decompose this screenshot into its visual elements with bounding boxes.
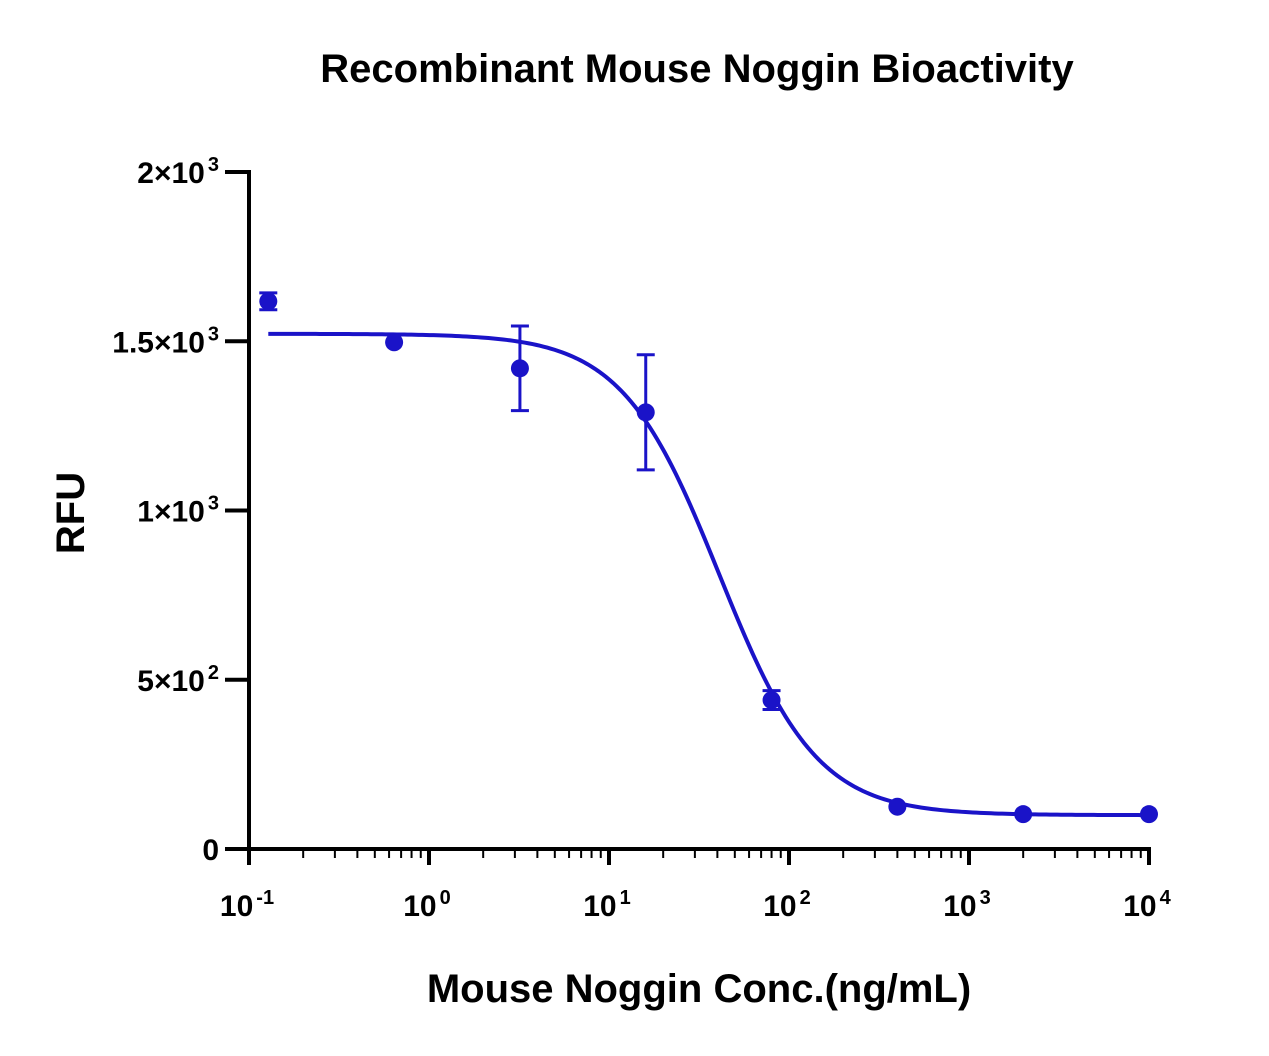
data-point [636,403,655,422]
y-tick-label: 5×10 2 [137,662,219,698]
x-tick-label: 10 4 [1123,887,1171,923]
data-point [1014,805,1033,824]
data-points-layer [259,291,1158,824]
y-tick-label: 0 [202,834,219,867]
x-tick-label: 10 3 [943,887,991,923]
y-tick-label: 1×10 3 [137,493,219,529]
axes: 10 -1 10 0 10 1 10 2 10 3 10 4 0 5×10 2 1×10 3 1.5×10 3 2×1… [112,154,1171,923]
y-axis-title: RFU [49,472,93,554]
x-tick-label: 10 0 [403,887,451,923]
fit-curve [268,331,1150,818]
x-tick-label: 10 2 [763,887,811,923]
data-point [385,333,404,352]
x-tick-label: 10 -1 [220,887,274,923]
y-tick-label: 1.5×10 3 [112,323,219,359]
data-point [762,691,781,710]
y-tick-label: 2×10 3 [137,154,219,190]
fit-curve-layer [268,331,1150,818]
data-point [510,359,529,378]
chart-title: Recombinant Mouse Noggin Bioactivity [320,47,1074,91]
x-axis-title: Mouse Noggin Conc.(ng/mL) [427,967,971,1011]
data-point [888,797,907,816]
data-point [259,292,278,311]
x-tick-label: 10 1 [583,887,631,923]
data-point [1140,805,1158,824]
